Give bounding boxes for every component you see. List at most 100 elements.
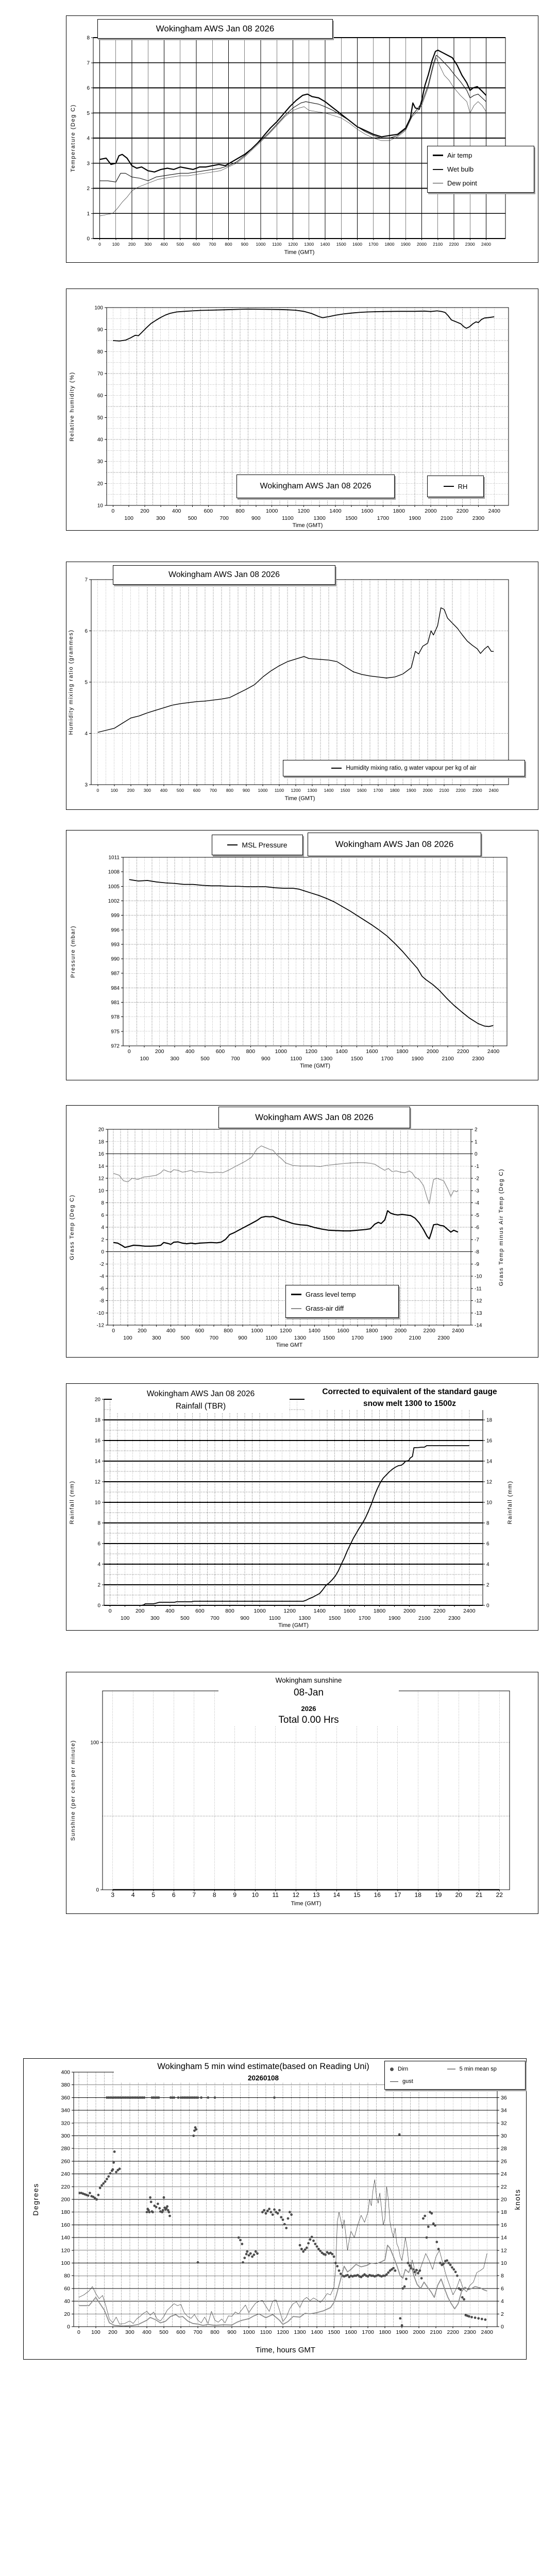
- svg-text:18: 18: [415, 1891, 422, 1899]
- svg-text:1011: 1011: [108, 855, 120, 861]
- svg-text:40: 40: [64, 2298, 70, 2304]
- svg-text:800: 800: [235, 508, 245, 514]
- svg-text:2300: 2300: [472, 515, 485, 521]
- legend-label: Air temp: [447, 151, 472, 159]
- svg-text:1600: 1600: [357, 788, 367, 793]
- sunshine-title-block: Wokingham sunshine 08-Jan 2026 Total 0.0…: [218, 1673, 399, 1726]
- svg-text:1700: 1700: [368, 242, 378, 247]
- svg-text:4: 4: [84, 731, 88, 737]
- svg-text:16: 16: [501, 2222, 507, 2228]
- chart-title: Wokingham AWS Jan 08 2026: [168, 570, 280, 579]
- svg-text:21: 21: [476, 1891, 483, 1899]
- svg-text:1300: 1300: [299, 1615, 311, 1621]
- mixing-ratio-plot: 3 4 5 6 7 0 100 200 300 400 500 600 700 800 900 1000 110…: [68, 578, 509, 802]
- svg-text:978: 978: [111, 1014, 120, 1020]
- chart-title: Wokingham 5 min wind estimate(based on R…: [157, 2062, 369, 2071]
- msl-pressure-line-swatch: [227, 844, 238, 845]
- svg-text:100: 100: [124, 515, 133, 521]
- chart-title: Wokingham AWS Jan 08 2026: [156, 24, 275, 33]
- svg-text:14: 14: [501, 2235, 507, 2241]
- svg-text:4: 4: [486, 1562, 489, 1568]
- svg-text:-6: -6: [99, 1286, 104, 1292]
- svg-text:987: 987: [111, 971, 120, 977]
- svg-text:Time (GMT): Time (GMT): [278, 1622, 309, 1629]
- svg-text:Time (GMT): Time (GMT): [285, 795, 315, 802]
- svg-text:1900: 1900: [407, 788, 416, 793]
- chart-title-box: Wokingham AWS Jan 08 2026: [236, 474, 395, 498]
- svg-text:16: 16: [95, 1438, 101, 1444]
- svg-text:800: 800: [225, 1608, 234, 1614]
- temperature-plot: 0 1 2 3 4 5 6 7 8 0 100 200 300 400 500 600 700 800 900 100…: [70, 36, 506, 256]
- svg-text:18: 18: [501, 2209, 507, 2215]
- svg-text:18: 18: [95, 1418, 101, 1423]
- svg-text:1300: 1300: [313, 515, 326, 521]
- svg-text:1000: 1000: [258, 788, 268, 793]
- svg-text:-14: -14: [475, 1323, 482, 1329]
- svg-text:100: 100: [123, 1335, 132, 1341]
- svg-text:900: 900: [243, 788, 250, 793]
- svg-text:1200: 1200: [284, 1608, 296, 1614]
- svg-text:100: 100: [121, 1615, 130, 1621]
- svg-text:100: 100: [61, 2260, 70, 2266]
- svg-text:280: 280: [61, 2146, 70, 2152]
- chart-subtitle: Rainfall (TBR): [175, 1402, 226, 1411]
- svg-text:180: 180: [61, 2209, 70, 2215]
- svg-text:2400: 2400: [452, 1328, 464, 1334]
- svg-text:19: 19: [435, 1891, 442, 1899]
- correction-note-line2: snow melt 1300 to 1500z: [363, 1399, 457, 1409]
- svg-text:14: 14: [98, 1164, 105, 1170]
- svg-text:5: 5: [151, 1891, 155, 1899]
- svg-text:2100: 2100: [442, 1056, 454, 1062]
- grass-air-diff-line-swatch: [291, 1308, 301, 1309]
- svg-text:20: 20: [95, 1397, 101, 1403]
- svg-text:400: 400: [185, 1048, 195, 1055]
- svg-text:2300: 2300: [472, 1056, 484, 1062]
- svg-text:-11: -11: [475, 1286, 482, 1292]
- svg-text:-4: -4: [99, 1274, 104, 1280]
- svg-text:40: 40: [97, 437, 104, 443]
- svg-text:28: 28: [501, 2146, 507, 2152]
- svg-text:8: 8: [87, 36, 90, 41]
- legend-label: MSL Pressure: [242, 841, 288, 849]
- svg-text:600: 600: [193, 242, 200, 247]
- svg-text:340: 340: [61, 2108, 70, 2114]
- svg-text:1200: 1200: [305, 1048, 317, 1055]
- svg-text:100: 100: [111, 788, 118, 793]
- svg-text:1100: 1100: [282, 515, 294, 521]
- rh-legend: RH: [427, 476, 484, 497]
- svg-text:knots: knots: [513, 2189, 521, 2210]
- svg-text:Relative humidity (%): Relative humidity (%): [69, 371, 75, 441]
- svg-text:-8: -8: [99, 1298, 104, 1304]
- svg-text:100: 100: [112, 242, 120, 247]
- svg-text:8: 8: [213, 1891, 216, 1899]
- svg-text:1300: 1300: [320, 1056, 333, 1062]
- svg-text:16: 16: [486, 1438, 493, 1444]
- svg-text:Time (GMT): Time (GMT): [291, 1901, 322, 1907]
- svg-text:Time (GMT): Time (GMT): [293, 522, 323, 529]
- svg-text:3: 3: [84, 783, 88, 788]
- svg-text:800: 800: [225, 242, 232, 247]
- svg-text:-5: -5: [475, 1213, 479, 1218]
- svg-text:-12: -12: [475, 1298, 482, 1304]
- svg-text:10: 10: [95, 1500, 101, 1506]
- svg-text:2100: 2100: [418, 1615, 431, 1621]
- svg-text:600: 600: [216, 1048, 225, 1055]
- svg-text:2200: 2200: [424, 1328, 436, 1334]
- svg-text:996: 996: [111, 927, 120, 933]
- svg-text:0: 0: [77, 2329, 80, 2335]
- chart-title-box: Wokingham AWS Jan 08 2026: [97, 19, 333, 39]
- svg-text:Rainfall (mm): Rainfall (mm): [69, 1481, 75, 1524]
- svg-text:2000: 2000: [423, 788, 433, 793]
- wind-chart: 0 20 40 60 80 100 120 140 160 180 200 220 240 260 280 3…: [23, 2058, 527, 2360]
- svg-text:60: 60: [64, 2285, 70, 2292]
- svg-text:0: 0: [475, 1151, 478, 1157]
- legend-label: 5 min mean sp: [459, 2066, 497, 2072]
- svg-text:100: 100: [94, 306, 103, 311]
- svg-text:1100: 1100: [275, 788, 284, 793]
- legend-label: Humidity mixing ratio, g water vapour pe…: [346, 765, 477, 771]
- svg-text:14: 14: [95, 1459, 101, 1465]
- svg-text:20: 20: [501, 2197, 507, 2203]
- svg-text:1000: 1000: [275, 1048, 288, 1055]
- svg-text:1300: 1300: [294, 1335, 307, 1341]
- svg-text:60: 60: [97, 393, 104, 399]
